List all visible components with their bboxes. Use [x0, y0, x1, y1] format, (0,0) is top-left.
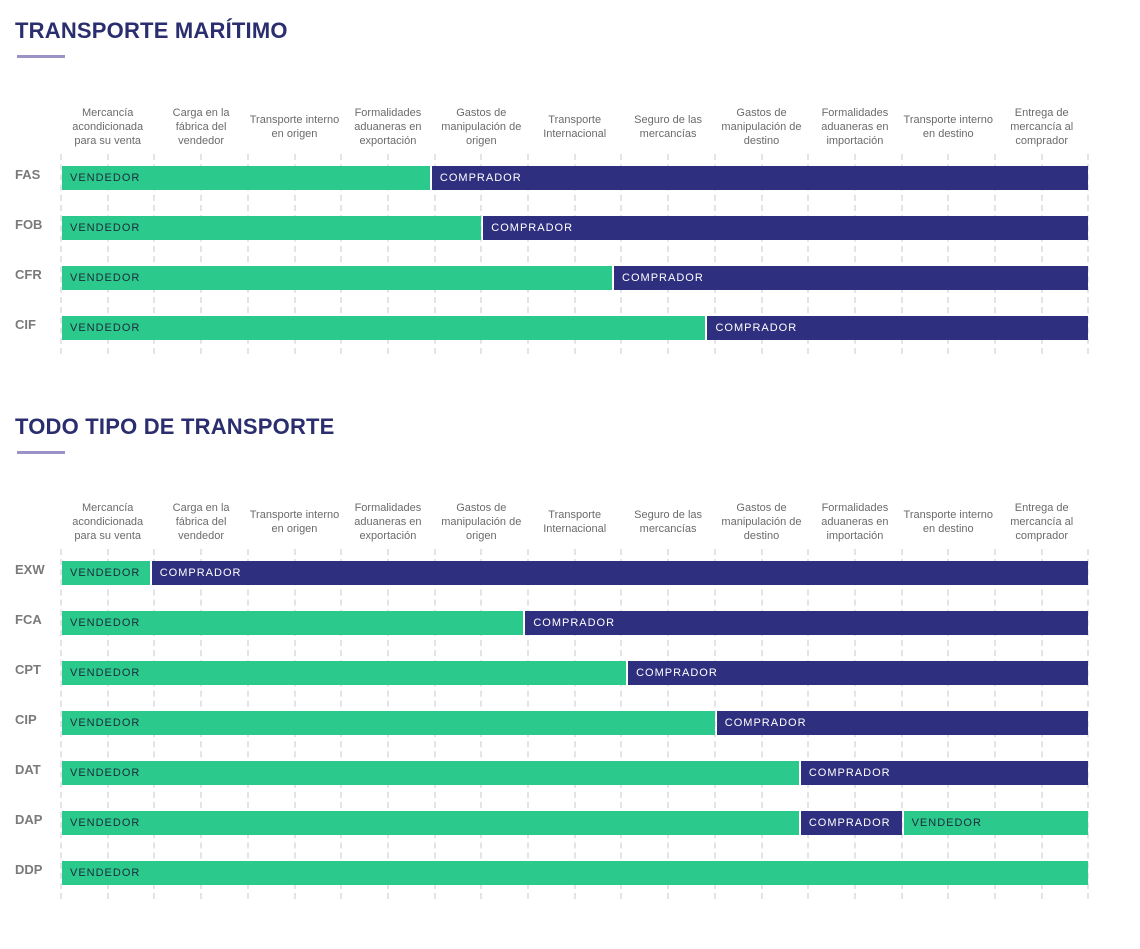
- grid-line: [60, 154, 62, 354]
- bar-cip-vendedor: VENDEDOR: [62, 711, 715, 735]
- column-header: Carga en la fábrica del vendedor: [172, 107, 230, 147]
- grid-line: [1087, 154, 1090, 354]
- grid-line-mid: [1040, 154, 1043, 354]
- row-label-dat: DAT: [15, 762, 41, 777]
- column-header: Mercancía acondicionada para su venta: [72, 107, 144, 147]
- bar-cfr-vendedor: VENDEDOR: [62, 266, 613, 290]
- incoterms-grid-todo-tipo: Mercancía acondicionada para su venta Car…: [0, 495, 1140, 905]
- grid-line: [340, 154, 343, 354]
- bar-exw-comprador: COMPRADOR: [151, 561, 1088, 585]
- section-title-maritimo: TRANSPORTE MARÍTIMO: [15, 18, 288, 43]
- column-header: Transporte Internacional: [543, 509, 607, 535]
- grid-line-mid: [667, 154, 670, 354]
- column-header: Gastos de manipulación de destino: [721, 502, 802, 542]
- bar-ddp-vendedor: VENDEDOR: [62, 861, 1088, 885]
- bar-exw-vendedor: VENDEDOR: [62, 561, 150, 585]
- grid-line: [713, 154, 716, 354]
- column-header: Gastos de manipulación de origen: [441, 107, 522, 147]
- column-header: Transporte Internacional: [543, 114, 607, 140]
- grid-line: [433, 154, 436, 354]
- column-header: Transporte interno en destino: [903, 509, 994, 535]
- grid-line-mid: [293, 154, 296, 354]
- column-header: Seguro de las mercancías: [634, 509, 703, 535]
- column-header: Transporte interno en origen: [249, 509, 340, 535]
- section-title-todo-tipo: TODO TIPO DE TRANSPORTE: [15, 414, 335, 439]
- column-header: Gastos de manipulación de origen: [441, 502, 522, 542]
- grid-line-mid: [947, 154, 950, 354]
- bar-fas-comprador: COMPRADOR: [431, 166, 1088, 190]
- row-label-cip: CIP: [15, 712, 37, 727]
- grid-line: [1087, 549, 1090, 899]
- grid-line-mid: [573, 154, 576, 354]
- bar-dap-vendedor: VENDEDOR: [903, 811, 1088, 835]
- bar-cpt-vendedor: VENDEDOR: [62, 661, 627, 685]
- row-label-ddp: DDP: [15, 862, 43, 877]
- bar-fas-vendedor: VENDEDOR: [62, 166, 430, 190]
- grid-line-mid: [853, 154, 856, 354]
- grid-line-mid: [106, 154, 109, 354]
- bar-fca-vendedor: VENDEDOR: [62, 611, 524, 635]
- bar-cpt-comprador: COMPRADOR: [628, 661, 1088, 685]
- bar-cfr-comprador: COMPRADOR: [614, 266, 1088, 290]
- bar-fob-comprador: COMPRADOR: [483, 216, 1088, 240]
- column-header: Mercancía acondicionada para su venta: [72, 502, 144, 542]
- bar-cif-vendedor: VENDEDOR: [62, 316, 706, 340]
- grid-line: [153, 154, 156, 354]
- grid-line-mid: [200, 154, 203, 354]
- row-label-fob: FOB: [15, 217, 43, 232]
- column-header: Formalidades aduaneras en importación: [821, 107, 889, 147]
- section-underline-maritimo: [17, 55, 65, 58]
- bar-dat-comprador: COMPRADOR: [800, 761, 1088, 785]
- grid-line: [246, 154, 249, 354]
- section-underline-todo-tipo: [17, 451, 65, 454]
- row-label-fca: FCA: [15, 612, 42, 627]
- column-header: Formalidades aduaneras en exportación: [354, 107, 422, 147]
- row-label-cpt: CPT: [15, 662, 41, 677]
- grid-line: [994, 154, 996, 354]
- row-label-cif: CIF: [15, 317, 36, 332]
- row-label-dap: DAP: [15, 812, 43, 827]
- grid-line: [900, 154, 903, 354]
- bar-fob-vendedor: VENDEDOR: [62, 216, 482, 240]
- bar-dap-vendedor: VENDEDOR: [62, 811, 799, 835]
- grid-line: [620, 154, 623, 354]
- row-label-fas: FAS: [15, 167, 41, 182]
- bar-cif-comprador: COMPRADOR: [707, 316, 1088, 340]
- incoterms-grid-maritimo: Mercancía acondicionada para su venta Car…: [0, 100, 1140, 360]
- column-header: Formalidades aduaneras en exportación: [354, 502, 422, 542]
- column-header: Gastos de manipulación de destino: [721, 107, 802, 147]
- column-header: Formalidades aduaneras en importación: [821, 502, 889, 542]
- grid-line: [60, 549, 62, 899]
- row-label-cfr: CFR: [15, 267, 42, 282]
- grid-line-mid: [480, 154, 483, 354]
- row-label-exw: EXW: [15, 562, 45, 577]
- column-header: Transporte interno en origen: [249, 114, 340, 140]
- grid-line: [527, 154, 529, 354]
- column-header: Carga en la fábrica del vendedor: [172, 502, 230, 542]
- grid-line: [713, 549, 716, 899]
- column-header: Transporte interno en destino: [903, 114, 994, 140]
- column-header: Entrega de mercancía al comprador: [1010, 107, 1074, 147]
- column-header: Seguro de las mercancías: [634, 114, 703, 140]
- grid-line: [807, 154, 810, 354]
- bar-dat-vendedor: VENDEDOR: [62, 761, 799, 785]
- bar-dap-comprador: COMPRADOR: [800, 811, 902, 835]
- grid-line-mid: [760, 154, 763, 354]
- bar-cip-comprador: COMPRADOR: [716, 711, 1088, 735]
- column-header: Entrega de mercancía al comprador: [1010, 502, 1074, 542]
- grid-line-mid: [386, 154, 389, 354]
- bar-fca-comprador: COMPRADOR: [525, 611, 1088, 635]
